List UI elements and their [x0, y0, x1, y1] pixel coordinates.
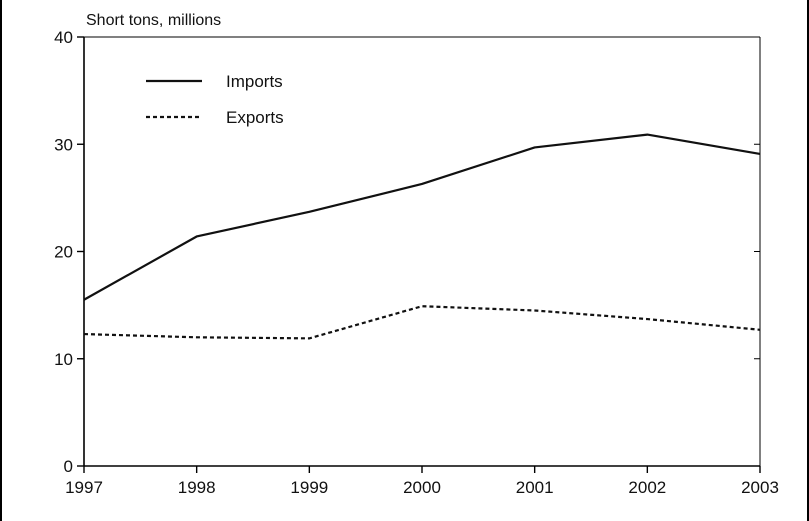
y-tick-label: 10	[54, 350, 73, 369]
legend: Imports Exports	[146, 72, 284, 127]
x-tick-label: 1998	[178, 478, 216, 497]
x-tick-label: 1999	[290, 478, 328, 497]
y-tick-label: 0	[64, 457, 73, 476]
x-tick-label: 1997	[65, 478, 103, 497]
x-axis-ticks: 1997 1998 1999 2000 2001 2002 2003	[65, 466, 779, 497]
y-axis-ticks: 0 10 20 30 40	[54, 28, 760, 476]
x-tick-label: 2001	[516, 478, 554, 497]
legend-label-imports: Imports	[226, 72, 283, 91]
x-tick-label: 2003	[741, 478, 779, 497]
series-line-imports	[83, 133, 761, 301]
x-tick-label: 2000	[403, 478, 441, 497]
legend-label-exports: Exports	[226, 108, 284, 127]
y-axis-title: Short tons, millions	[86, 12, 221, 29]
plot-frame	[83, 36, 761, 467]
series-layer	[83, 133, 761, 340]
y-tick-label: 30	[54, 135, 73, 154]
y-tick-label: 40	[54, 28, 73, 47]
y-tick-label: 20	[54, 243, 73, 262]
series-line-exports	[83, 305, 761, 340]
x-tick-label: 2002	[628, 478, 666, 497]
